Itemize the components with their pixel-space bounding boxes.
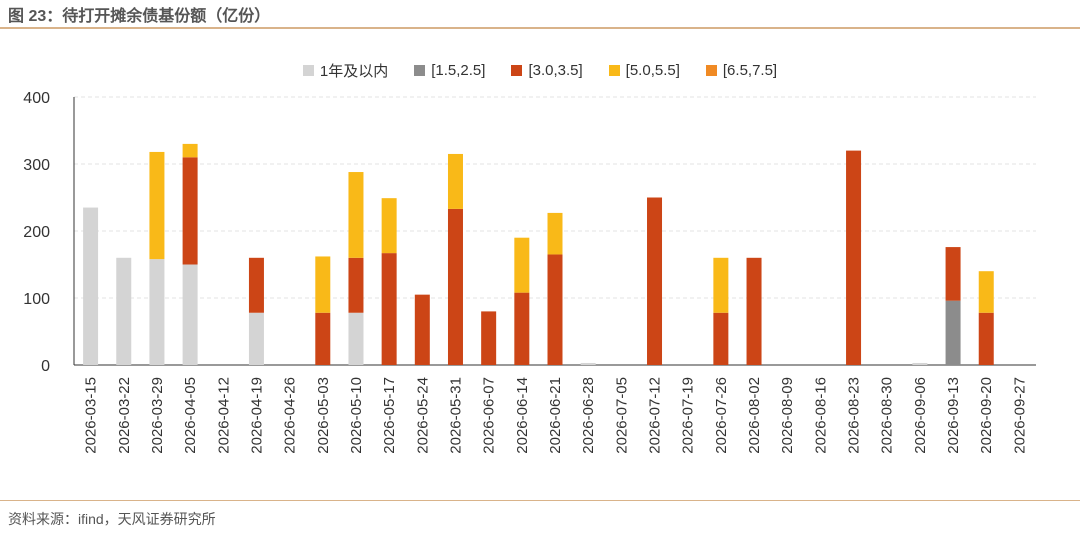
bar-segment [381, 253, 397, 365]
bar-segment [713, 257, 729, 313]
x-tick-label: 2026-06-14 [514, 377, 531, 454]
y-tick-label: 0 [41, 358, 50, 375]
bar-segment [182, 157, 198, 265]
x-tick-label: 2026-07-12 [647, 377, 664, 454]
legend-label-3: [3.0,3.5] [528, 62, 583, 79]
x-tick-label: 2026-08-09 [779, 377, 796, 454]
bar-segment [945, 300, 961, 365]
x-tick-label: 2026-08-02 [746, 377, 763, 454]
bar-segment [248, 312, 264, 365]
bar-segment [746, 257, 762, 365]
legend-item-1: 1年及以内 [302, 60, 389, 81]
legend-label-2: [1.5,2.5] [431, 62, 486, 79]
bar-segment [348, 312, 364, 365]
legend-item-3: [3.0,3.5] [511, 60, 583, 81]
bar-segment [348, 172, 364, 258]
x-tick-label: 2026-07-05 [613, 377, 630, 454]
x-tick-label: 2026-09-06 [912, 377, 929, 454]
bar-segment [912, 362, 928, 365]
x-tick-label: 2026-06-21 [547, 377, 564, 454]
x-tick-label: 2026-03-29 [149, 377, 166, 454]
x-tick-label: 2026-05-31 [447, 377, 464, 454]
bar-segment [978, 271, 994, 313]
x-tick-label: 2026-03-22 [116, 377, 133, 454]
x-tick-label: 2026-04-05 [182, 377, 199, 454]
legend-swatch-2 [414, 65, 426, 76]
bar-segment [348, 257, 364, 313]
chart-legend: 1年及以内 [1.5,2.5] [3.0,3.5] [5.0,5.5] [6.5… [0, 60, 1080, 81]
bar-segment [149, 151, 165, 260]
y-tick-label: 200 [23, 224, 50, 241]
legend-swatch-3 [511, 65, 523, 76]
x-tick-label: 2026-03-15 [83, 377, 100, 454]
bar-segment [547, 212, 563, 255]
x-tick-label: 2026-07-19 [680, 377, 697, 454]
stacked-bar-chart: 0 100 200 300 400 2026-03-15 2026-03-22 2026-03… [23, 90, 1036, 454]
bar-segment [447, 153, 463, 209]
bar-segment [248, 257, 264, 313]
x-tick-label: 2026-09-27 [1011, 377, 1028, 454]
legend-item-4: [5.0,5.5] [608, 60, 680, 81]
x-tick-label: 2026-08-16 [812, 377, 829, 454]
legend-item-2: [1.5,2.5] [414, 60, 485, 81]
bar-segment [647, 197, 663, 365]
bar-segment [149, 259, 165, 365]
title-divider [0, 27, 1080, 29]
y-tick-label: 400 [23, 90, 50, 107]
x-tick-label: 2026-05-03 [315, 377, 332, 454]
x-tick-label: 2026-04-12 [215, 377, 232, 454]
bar-segment [846, 150, 862, 365]
legend-label-5: [6.5,7.5] [722, 62, 778, 79]
x-tick-label: 2026-06-07 [481, 377, 498, 454]
footer-divider [0, 500, 1080, 501]
legend-label-1: 1年及以内 [319, 63, 389, 80]
x-tick-label: 2026-05-17 [381, 377, 398, 454]
legend-label-4: [5.0,5.5] [625, 62, 680, 79]
figure-title: 图 23：待打开摊余债基份额（亿份） [8, 8, 271, 25]
source-note: 资料来源：ifind，天风证券研究所 [8, 511, 216, 527]
bar-segment [547, 254, 563, 365]
legend-item-5: [6.5,7.5] [705, 60, 778, 81]
bar-segment [83, 207, 99, 365]
x-tick-label: 2026-06-28 [580, 377, 597, 454]
bar-segment [945, 247, 961, 301]
bar-segment [315, 312, 331, 365]
x-tick-label: 2026-04-26 [282, 377, 299, 454]
bar-segment [481, 311, 497, 365]
x-tick-label: 2026-08-30 [879, 377, 896, 454]
bar-segment [514, 292, 530, 365]
bar-segment [978, 312, 994, 365]
x-tick-label: 2026-05-10 [348, 377, 365, 454]
x-tick-label: 2026-04-19 [248, 377, 265, 454]
bar-segment [116, 257, 132, 365]
x-tick-label: 2026-08-23 [846, 377, 863, 454]
legend-swatch-5 [705, 65, 717, 76]
bar-segment [315, 256, 331, 313]
x-tick-label: 2026-09-20 [978, 377, 995, 454]
y-tick-label: 100 [23, 291, 50, 308]
x-tick-label: 2026-09-13 [945, 377, 962, 454]
bar-segment [414, 294, 430, 365]
bar-segment [381, 198, 397, 254]
bar-segment [182, 264, 198, 365]
legend-swatch-4 [608, 65, 620, 76]
legend-swatch-1 [302, 65, 314, 76]
bar-segment [514, 237, 530, 293]
x-tick-label: 2026-07-26 [713, 377, 730, 454]
bar-segment [447, 208, 463, 365]
x-tick-label: 2026-05-24 [414, 377, 431, 454]
bar-segment [580, 362, 596, 365]
bar-segment [713, 312, 729, 365]
y-tick-label: 300 [23, 157, 50, 174]
bar-segment [182, 143, 198, 158]
